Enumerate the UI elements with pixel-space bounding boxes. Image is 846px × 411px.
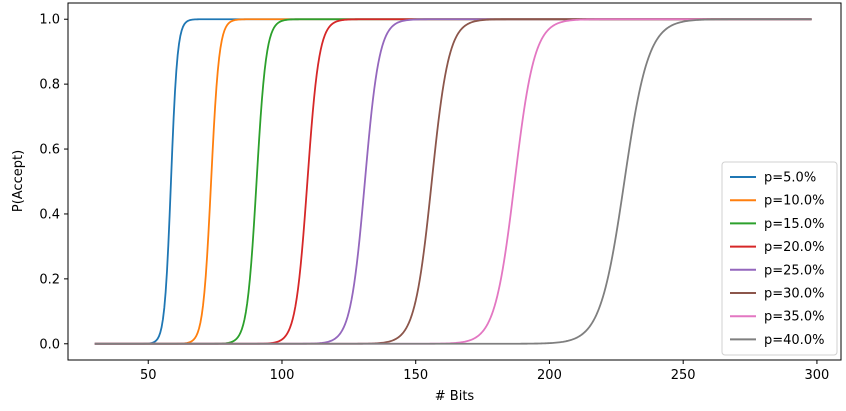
x-axis-title: # Bits: [435, 389, 475, 404]
legend-label: p=20.0%: [764, 240, 824, 255]
series-line: [94, 18, 812, 345]
plot-area: [94, 18, 812, 345]
x-tick-label: 300: [805, 368, 830, 383]
series-line: [94, 18, 812, 345]
y-axis-title: P(Accept): [11, 150, 26, 212]
legend-label: p=40.0%: [764, 333, 824, 348]
series-line: [94, 18, 812, 345]
x-tick-label: 50: [140, 368, 157, 383]
x-axis: 50 100 150 200 250 300: [140, 360, 829, 383]
y-tick-label: 1.0: [39, 13, 60, 28]
legend-label: p=25.0%: [764, 263, 824, 278]
legend-label: p=5.0%: [764, 171, 816, 186]
legend-label: p=35.0%: [764, 310, 824, 325]
y-tick-label: 0.2: [39, 272, 60, 287]
x-tick-label: 250: [671, 368, 696, 383]
y-tick-label: 0.4: [39, 207, 60, 222]
x-tick-label: 150: [403, 368, 428, 383]
series-line: [94, 18, 812, 345]
plot-frame: [67, 2, 842, 361]
y-axis: 0.0 0.2 0.4 0.6 0.8 1.0: [39, 13, 68, 352]
series-line: [94, 18, 812, 345]
y-tick-label: 0.6: [39, 143, 60, 158]
x-tick-label: 200: [537, 368, 562, 383]
series-line: [94, 18, 812, 345]
y-tick-label: 0.8: [39, 78, 60, 93]
legend-label: p=10.0%: [764, 194, 824, 209]
y-tick-label: 0.0: [39, 337, 60, 352]
series-line: [94, 18, 812, 345]
series-line: [94, 18, 812, 345]
legend-label: p=15.0%: [764, 217, 824, 232]
legend-label: p=30.0%: [764, 287, 824, 302]
legend: p=5.0% p=10.0% p=15.0% p=20.0% p=25.0% p=30.0…: [721, 161, 838, 356]
legend-box: [721, 161, 838, 356]
x-tick-label: 100: [270, 368, 295, 383]
